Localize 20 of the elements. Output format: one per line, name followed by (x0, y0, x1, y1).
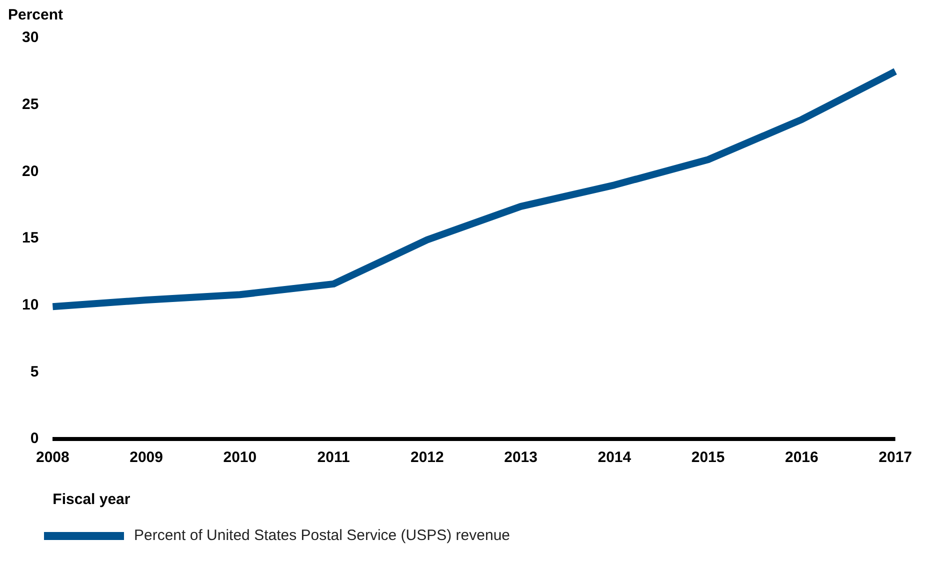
x-tick-label: 2011 (317, 449, 350, 466)
x-tick-label: 2013 (504, 449, 538, 466)
x-tick-label: 2009 (130, 449, 163, 466)
x-tick-label: 2014 (598, 449, 632, 466)
x-tick-label: 2010 (223, 449, 257, 466)
y-tick-label: 5 (30, 363, 39, 380)
y-tick-label: 20 (22, 162, 39, 180)
y-tick-label: 0 (30, 430, 39, 448)
y-axis-title: Percent (8, 6, 64, 24)
x-tick-label: 2017 (878, 449, 912, 466)
x-tick-label: 2008 (36, 449, 70, 466)
text: Percent of United States Postal Service (USPS) revenue (134, 527, 510, 544)
x-axis-title: Fiscal year (52, 491, 130, 508)
y-tick-label: 15 (22, 230, 39, 247)
x-tick-label: 2012 (410, 449, 444, 466)
x-tick-label: 2015 (691, 449, 725, 466)
y-tick-label: 25 (22, 96, 39, 113)
x-tick-label: 2016 (785, 449, 818, 466)
y-tick-label: 10 (22, 296, 39, 314)
y-tick-label: 30 (22, 29, 39, 46)
